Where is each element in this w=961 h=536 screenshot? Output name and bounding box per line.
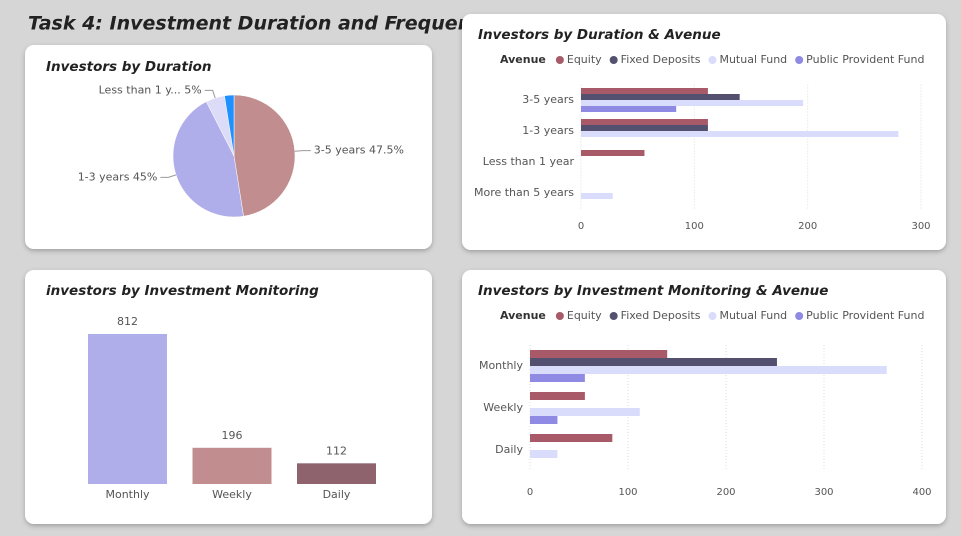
legend-label: Equity bbox=[567, 309, 602, 322]
bar bbox=[530, 358, 777, 366]
legend-marker bbox=[609, 312, 618, 320]
pie-slice bbox=[224, 94, 235, 157]
slice-label: 3-5 years 47.5% bbox=[314, 144, 404, 157]
card bbox=[25, 270, 432, 524]
leader-line bbox=[294, 150, 311, 152]
legend-title: Avenue bbox=[500, 309, 546, 322]
y-tick-label: Less than 1 year bbox=[483, 155, 575, 168]
x-tick-label: 0 bbox=[527, 487, 533, 498]
legend-marker bbox=[708, 56, 717, 64]
legend-title: Avenue bbox=[500, 53, 546, 66]
leader-line bbox=[160, 174, 177, 178]
bar bbox=[530, 374, 585, 382]
bar bbox=[581, 106, 677, 112]
slice-category: Less than 1 y... bbox=[99, 83, 181, 96]
x-tick-label: Daily bbox=[323, 488, 351, 501]
chart-title: Investors by Investment Monitoring & Ave… bbox=[478, 283, 828, 299]
x-tick-label: 200 bbox=[798, 221, 817, 232]
pie-slice bbox=[172, 101, 244, 218]
x-tick-label: Weekly bbox=[212, 488, 252, 501]
bar bbox=[530, 366, 887, 374]
bar bbox=[581, 88, 708, 94]
y-tick-label: Daily bbox=[495, 443, 523, 456]
x-tick-label: 100 bbox=[618, 487, 637, 498]
bar bbox=[581, 94, 740, 100]
bar bbox=[581, 131, 899, 137]
bar bbox=[530, 350, 668, 358]
x-tick-label: 200 bbox=[716, 487, 735, 498]
x-tick-label: 100 bbox=[685, 221, 704, 232]
pie-slice bbox=[233, 94, 296, 217]
slice-value: 45% bbox=[133, 170, 157, 183]
legend-marker bbox=[609, 56, 618, 64]
bar bbox=[530, 450, 558, 458]
legend-marker bbox=[795, 312, 804, 320]
data-label: 112 bbox=[326, 444, 347, 457]
slice-category: 1-3 years bbox=[78, 170, 130, 183]
legend-marker bbox=[555, 312, 564, 320]
bar bbox=[581, 193, 613, 199]
slice-value: 5% bbox=[184, 83, 201, 96]
legend-label: Fixed Deposits bbox=[621, 309, 701, 322]
y-tick-label: Monthly bbox=[479, 359, 524, 372]
y-tick-label: 1-3 years bbox=[522, 124, 574, 137]
slice-label: 1-3 years 45% bbox=[78, 170, 158, 183]
y-tick-label: 3-5 years bbox=[522, 93, 574, 106]
chart-title: Investors by Duration & Avenue bbox=[478, 27, 721, 43]
bar bbox=[581, 119, 708, 125]
bar bbox=[581, 100, 804, 106]
x-tick-label: 400 bbox=[912, 487, 931, 498]
bar bbox=[581, 150, 645, 156]
data-label: 812 bbox=[117, 315, 138, 328]
legend-marker bbox=[708, 312, 717, 320]
y-tick-label: More than 5 years bbox=[474, 186, 574, 199]
x-tick-label: Monthly bbox=[105, 488, 150, 501]
chart-title: investors by Investment Monitoring bbox=[46, 283, 319, 299]
slice-value: 47.5% bbox=[369, 144, 404, 157]
bar bbox=[530, 408, 640, 416]
legend-label: Equity bbox=[567, 53, 602, 66]
legend-label: Public Provident Fund bbox=[806, 309, 924, 322]
y-tick-label: Weekly bbox=[483, 401, 523, 414]
bar bbox=[530, 392, 585, 400]
bar bbox=[88, 334, 167, 484]
legend-label: Public Provident Fund bbox=[806, 53, 924, 66]
legend-label: Mutual Fund bbox=[719, 309, 787, 322]
legend-marker bbox=[795, 56, 804, 64]
bar bbox=[297, 463, 376, 484]
data-label: 196 bbox=[222, 429, 243, 442]
legend-marker bbox=[555, 56, 564, 64]
x-tick-label: 0 bbox=[578, 221, 584, 232]
legend-label: Fixed Deposits bbox=[621, 53, 701, 66]
x-tick-label: 300 bbox=[814, 487, 833, 498]
x-tick-label: 300 bbox=[911, 221, 930, 232]
bar bbox=[192, 447, 272, 484]
chart-title: Investors by Duration bbox=[46, 59, 211, 75]
bar bbox=[530, 416, 558, 424]
legend-label: Mutual Fund bbox=[719, 53, 787, 66]
leader-line bbox=[204, 89, 216, 99]
slice-category: 3-5 years bbox=[314, 144, 366, 157]
slice-label: Less than 1 y... 5% bbox=[99, 83, 202, 96]
card bbox=[462, 270, 946, 524]
page-title: Task 4: Investment Duration and Frequenc… bbox=[28, 13, 496, 35]
bar bbox=[530, 434, 613, 442]
bar bbox=[581, 125, 708, 131]
